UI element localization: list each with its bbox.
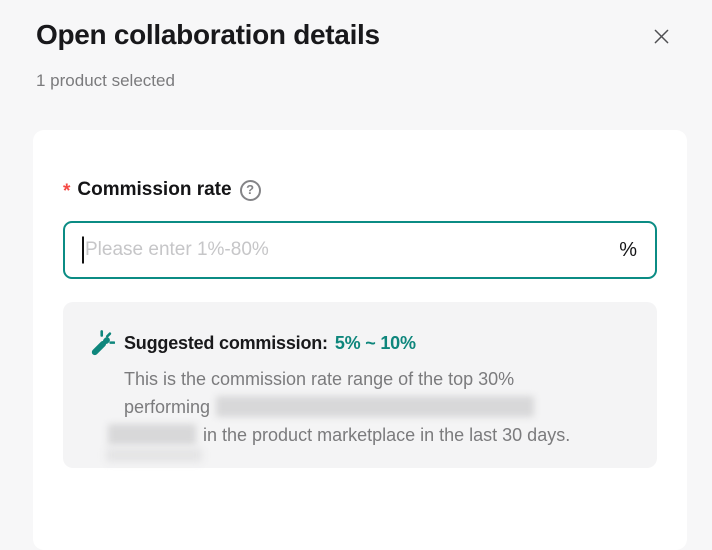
close-button[interactable] — [647, 22, 675, 50]
modal-header: Open collaboration details 1 product sel… — [36, 16, 682, 92]
required-asterisk: * — [63, 181, 71, 202]
commission-rate-input-wrap: % — [63, 221, 657, 279]
text-caret — [82, 236, 84, 264]
description-line-3-text: in the product marketplace in the last 3… — [203, 425, 571, 445]
description-line-3: in the product marketplace in the last 3… — [106, 421, 629, 462]
suggested-commission-label: Suggested commission: — [124, 333, 328, 353]
redacted-blur-block — [216, 396, 535, 417]
description-line-2-text: performing — [124, 397, 211, 417]
magic-wand-icon — [91, 330, 115, 356]
modal-title: Open collaboration details — [36, 19, 380, 50]
suggested-commission-description: This is the commission rate range of the… — [106, 365, 629, 462]
redacted-blur-block — [106, 448, 202, 462]
help-icon[interactable]: ? — [239, 179, 261, 201]
commission-rate-input[interactable] — [85, 239, 608, 261]
redacted-blur-block — [108, 424, 196, 445]
suggested-commission-row: Suggested commission: 5% ~ 10% — [90, 329, 629, 357]
suggested-commission-range: 5% ~ 10% — [334, 333, 416, 353]
suggested-commission-box: Suggested commission: 5% ~ 10% This is t… — [63, 302, 657, 468]
commission-rate-field-label: * Commission rate ? — [63, 178, 657, 202]
description-line-1: This is the commission rate range of the… — [124, 369, 515, 389]
commission-form-card: * Commission rate ? % Suggested commissi… — [33, 130, 687, 550]
commission-rate-label: Commission rate — [77, 179, 232, 200]
close-icon — [654, 29, 668, 43]
description-line-2: performing — [124, 393, 629, 421]
percent-suffix: % — [619, 238, 637, 261]
selected-products-count: 1 product selected — [36, 71, 175, 90]
